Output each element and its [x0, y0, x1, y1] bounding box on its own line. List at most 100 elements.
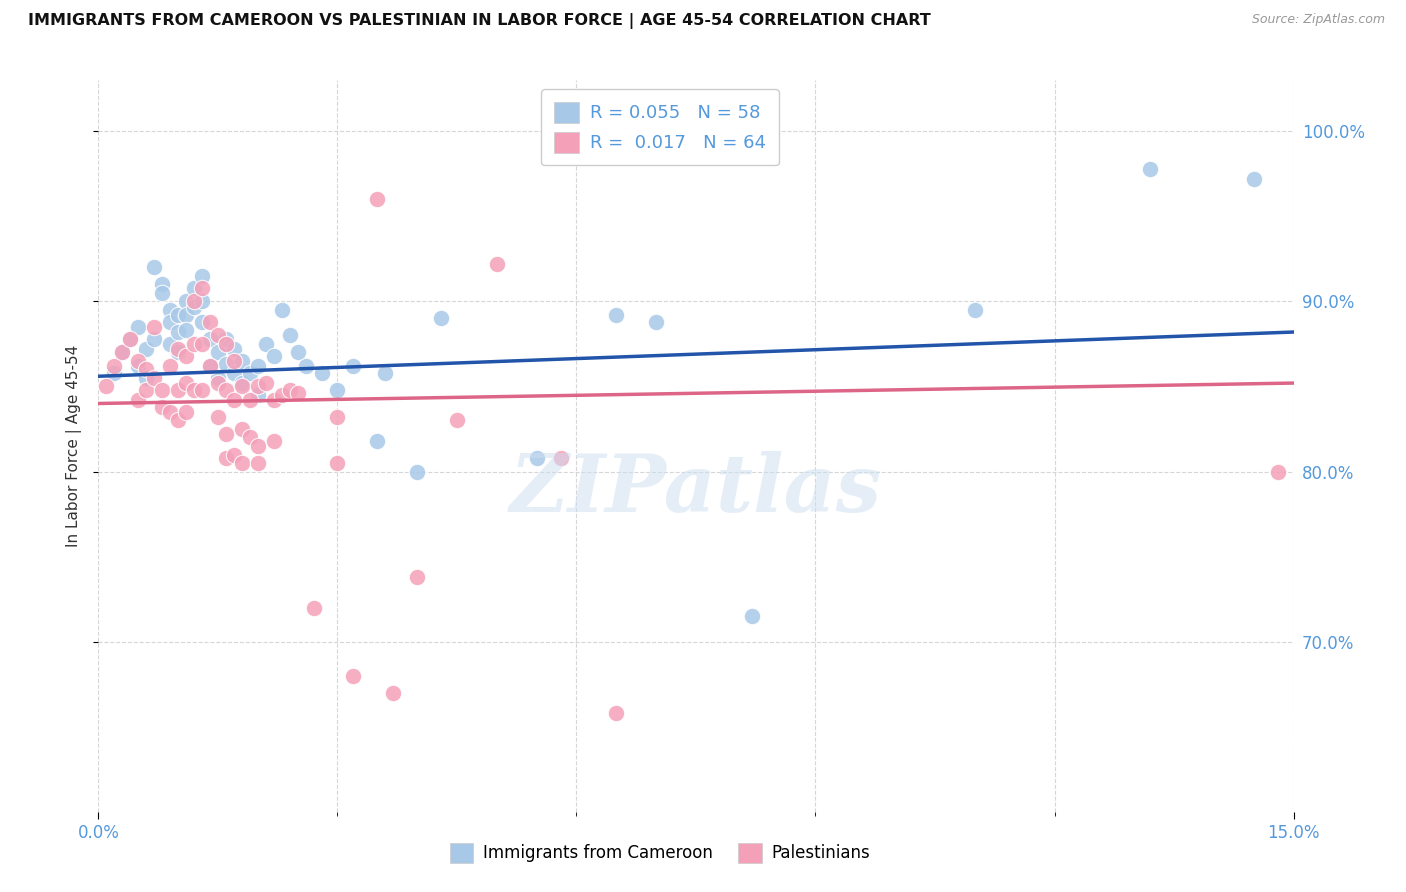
Point — [174, 323, 197, 337]
Point — [167, 345, 190, 359]
Point — [127, 393, 149, 408]
Point — [159, 315, 181, 329]
Point — [150, 277, 173, 292]
Point — [96, 379, 118, 393]
Point — [135, 371, 157, 385]
Point — [183, 281, 205, 295]
Point — [382, 686, 405, 700]
Point — [135, 362, 157, 376]
Point — [963, 302, 986, 317]
Point — [222, 393, 245, 408]
Point — [159, 302, 181, 317]
Point — [135, 383, 157, 397]
Point — [222, 448, 245, 462]
Point — [287, 386, 309, 401]
Point — [191, 315, 214, 329]
Point — [150, 400, 173, 414]
Point — [342, 359, 364, 373]
Point — [287, 345, 309, 359]
Point — [174, 405, 197, 419]
Point — [246, 439, 269, 453]
Point — [342, 668, 364, 682]
Point — [215, 383, 238, 397]
Point — [198, 359, 221, 373]
Point — [174, 294, 197, 309]
Point — [215, 332, 238, 346]
Point — [485, 257, 508, 271]
Point — [143, 371, 166, 385]
Point — [254, 376, 277, 390]
Point — [111, 345, 134, 359]
Point — [159, 359, 181, 373]
Point — [191, 268, 214, 283]
Point — [231, 422, 253, 436]
Point — [246, 359, 269, 373]
Point — [167, 325, 190, 339]
Point — [326, 456, 349, 470]
Point — [183, 337, 205, 351]
Legend: Immigrants from Cameroon, Palestinians: Immigrants from Cameroon, Palestinians — [443, 837, 877, 869]
Point — [207, 376, 229, 390]
Point — [263, 434, 285, 448]
Point — [222, 354, 245, 368]
Point — [159, 337, 181, 351]
Point — [526, 450, 548, 465]
Point — [150, 383, 173, 397]
Point — [231, 354, 253, 368]
Point — [207, 328, 229, 343]
Point — [215, 450, 238, 465]
Point — [278, 383, 301, 397]
Point — [127, 320, 149, 334]
Point — [239, 366, 262, 380]
Point — [239, 393, 262, 408]
Point — [143, 332, 166, 346]
Point — [207, 410, 229, 425]
Point — [222, 342, 245, 356]
Point — [645, 315, 668, 329]
Point — [207, 371, 229, 385]
Point — [215, 427, 238, 442]
Point — [246, 388, 269, 402]
Point — [127, 354, 149, 368]
Point — [127, 359, 149, 373]
Point — [278, 328, 301, 343]
Point — [167, 413, 190, 427]
Point — [605, 706, 627, 720]
Point — [111, 345, 134, 359]
Point — [120, 332, 142, 346]
Point — [215, 337, 238, 351]
Point — [430, 311, 453, 326]
Point — [270, 302, 292, 317]
Point — [326, 410, 349, 425]
Point — [198, 359, 221, 373]
Point — [174, 349, 197, 363]
Point — [191, 383, 214, 397]
Point — [550, 450, 572, 465]
Point — [231, 376, 253, 390]
Point — [326, 383, 349, 397]
Point — [174, 308, 197, 322]
Point — [254, 337, 277, 351]
Point — [191, 281, 214, 295]
Point — [239, 430, 262, 444]
Point — [406, 465, 429, 479]
Point — [120, 332, 142, 346]
Point — [246, 456, 269, 470]
Point — [446, 413, 468, 427]
Point — [167, 308, 190, 322]
Point — [103, 366, 125, 380]
Point — [366, 434, 388, 448]
Text: Source: ZipAtlas.com: Source: ZipAtlas.com — [1251, 13, 1385, 27]
Point — [183, 383, 205, 397]
Point — [207, 345, 229, 359]
Point — [167, 383, 190, 397]
Point — [150, 285, 173, 300]
Point — [103, 359, 125, 373]
Point — [183, 294, 205, 309]
Point — [231, 456, 253, 470]
Point — [294, 359, 316, 373]
Point — [222, 366, 245, 380]
Point — [143, 260, 166, 275]
Point — [406, 570, 429, 584]
Text: IMMIGRANTS FROM CAMEROON VS PALESTINIAN IN LABOR FORCE | AGE 45-54 CORRELATION C: IMMIGRANTS FROM CAMEROON VS PALESTINIAN … — [28, 13, 931, 29]
